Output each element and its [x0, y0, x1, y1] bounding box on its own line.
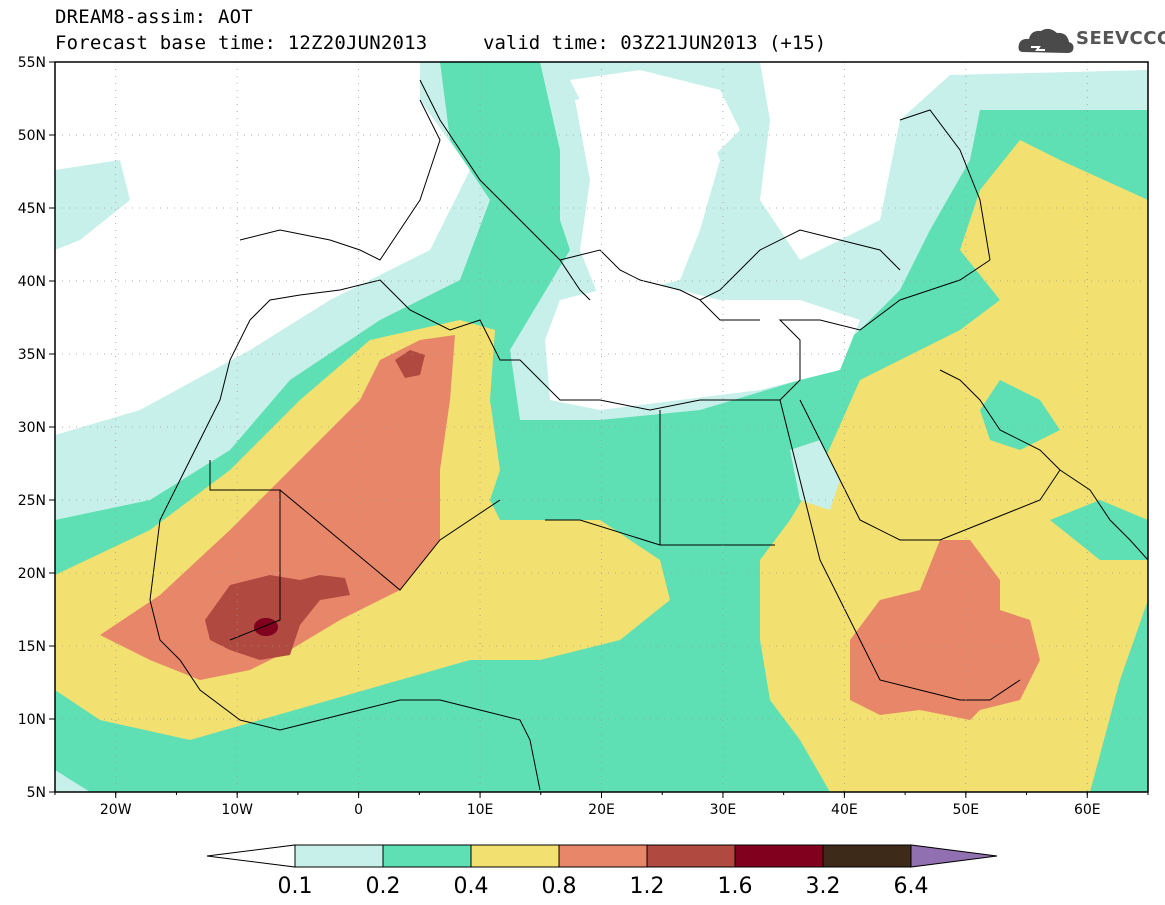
- lat-label: 45N: [18, 201, 46, 217]
- longitude-labels: 20W 10W 0 10E 20E 30E 40E 50E 60E: [100, 802, 1101, 818]
- lat-label: 10N: [18, 712, 46, 728]
- colorbar-label: 0.1: [278, 874, 313, 899]
- logo-text: SEEVCCC: [1076, 28, 1165, 49]
- lon-label: 30E: [710, 802, 737, 818]
- lon-label: 40E: [831, 802, 858, 818]
- colorbar-segment: [734, 844, 824, 868]
- lat-label: 50N: [18, 128, 46, 144]
- lat-label: 40N: [18, 274, 46, 290]
- colorbar-segment: [646, 844, 736, 868]
- colorbar-legend: 0.1 0.2 0.4 0.8 1.2 1.6 3.2 6.4: [206, 844, 998, 899]
- colorbar-segment: [382, 844, 472, 868]
- lon-label: 10W: [221, 802, 253, 818]
- lon-label: 20E: [588, 802, 615, 818]
- colorbar-segment: [822, 844, 912, 868]
- colorbar-segment: [558, 844, 648, 868]
- colorbar-label: 6.4: [894, 874, 929, 899]
- cloud-logo-icon: [1018, 28, 1074, 53]
- lon-label: 0: [354, 802, 363, 818]
- lat-label: 15N: [18, 639, 46, 655]
- lon-label: 20W: [100, 802, 132, 818]
- latitude-labels: 55N 50N 45N 40N 35N 30N 25N 20N 15N 10N 5N: [18, 55, 46, 801]
- colorbar-segment: [910, 844, 998, 868]
- lon-label: 50E: [952, 802, 979, 818]
- lat-label: 35N: [18, 347, 46, 363]
- coastlines: [149, 79, 1148, 791]
- forecast-base-time: Forecast base time: 12Z20JUN2013: [55, 32, 428, 54]
- colorbar-segment: [206, 844, 296, 868]
- lon-label: 10E: [467, 802, 494, 818]
- map-grid: [55, 62, 1148, 792]
- colorbar-label: 0.2: [366, 874, 401, 899]
- lat-label: 25N: [18, 493, 46, 509]
- colorbar-label: 3.2: [806, 874, 841, 899]
- lat-label: 20N: [18, 566, 46, 582]
- colorbar-label: 1.6: [718, 874, 753, 899]
- colorbar-label: 0.4: [454, 874, 489, 899]
- lat-label: 55N: [18, 55, 46, 71]
- lat-label: 30N: [18, 420, 46, 436]
- lat-label: 5N: [27, 785, 46, 801]
- colorbar-segment: [470, 844, 560, 868]
- map-title: DREAM8-assim: AOT: [55, 6, 253, 28]
- valid-time: valid time: 03Z21JUN2013 (+15): [483, 32, 827, 54]
- colorbar-segment: [294, 844, 384, 868]
- lon-label: 60E: [1074, 802, 1101, 818]
- colorbar-label: 1.2: [630, 874, 665, 899]
- colorbar-label: 0.8: [542, 874, 577, 899]
